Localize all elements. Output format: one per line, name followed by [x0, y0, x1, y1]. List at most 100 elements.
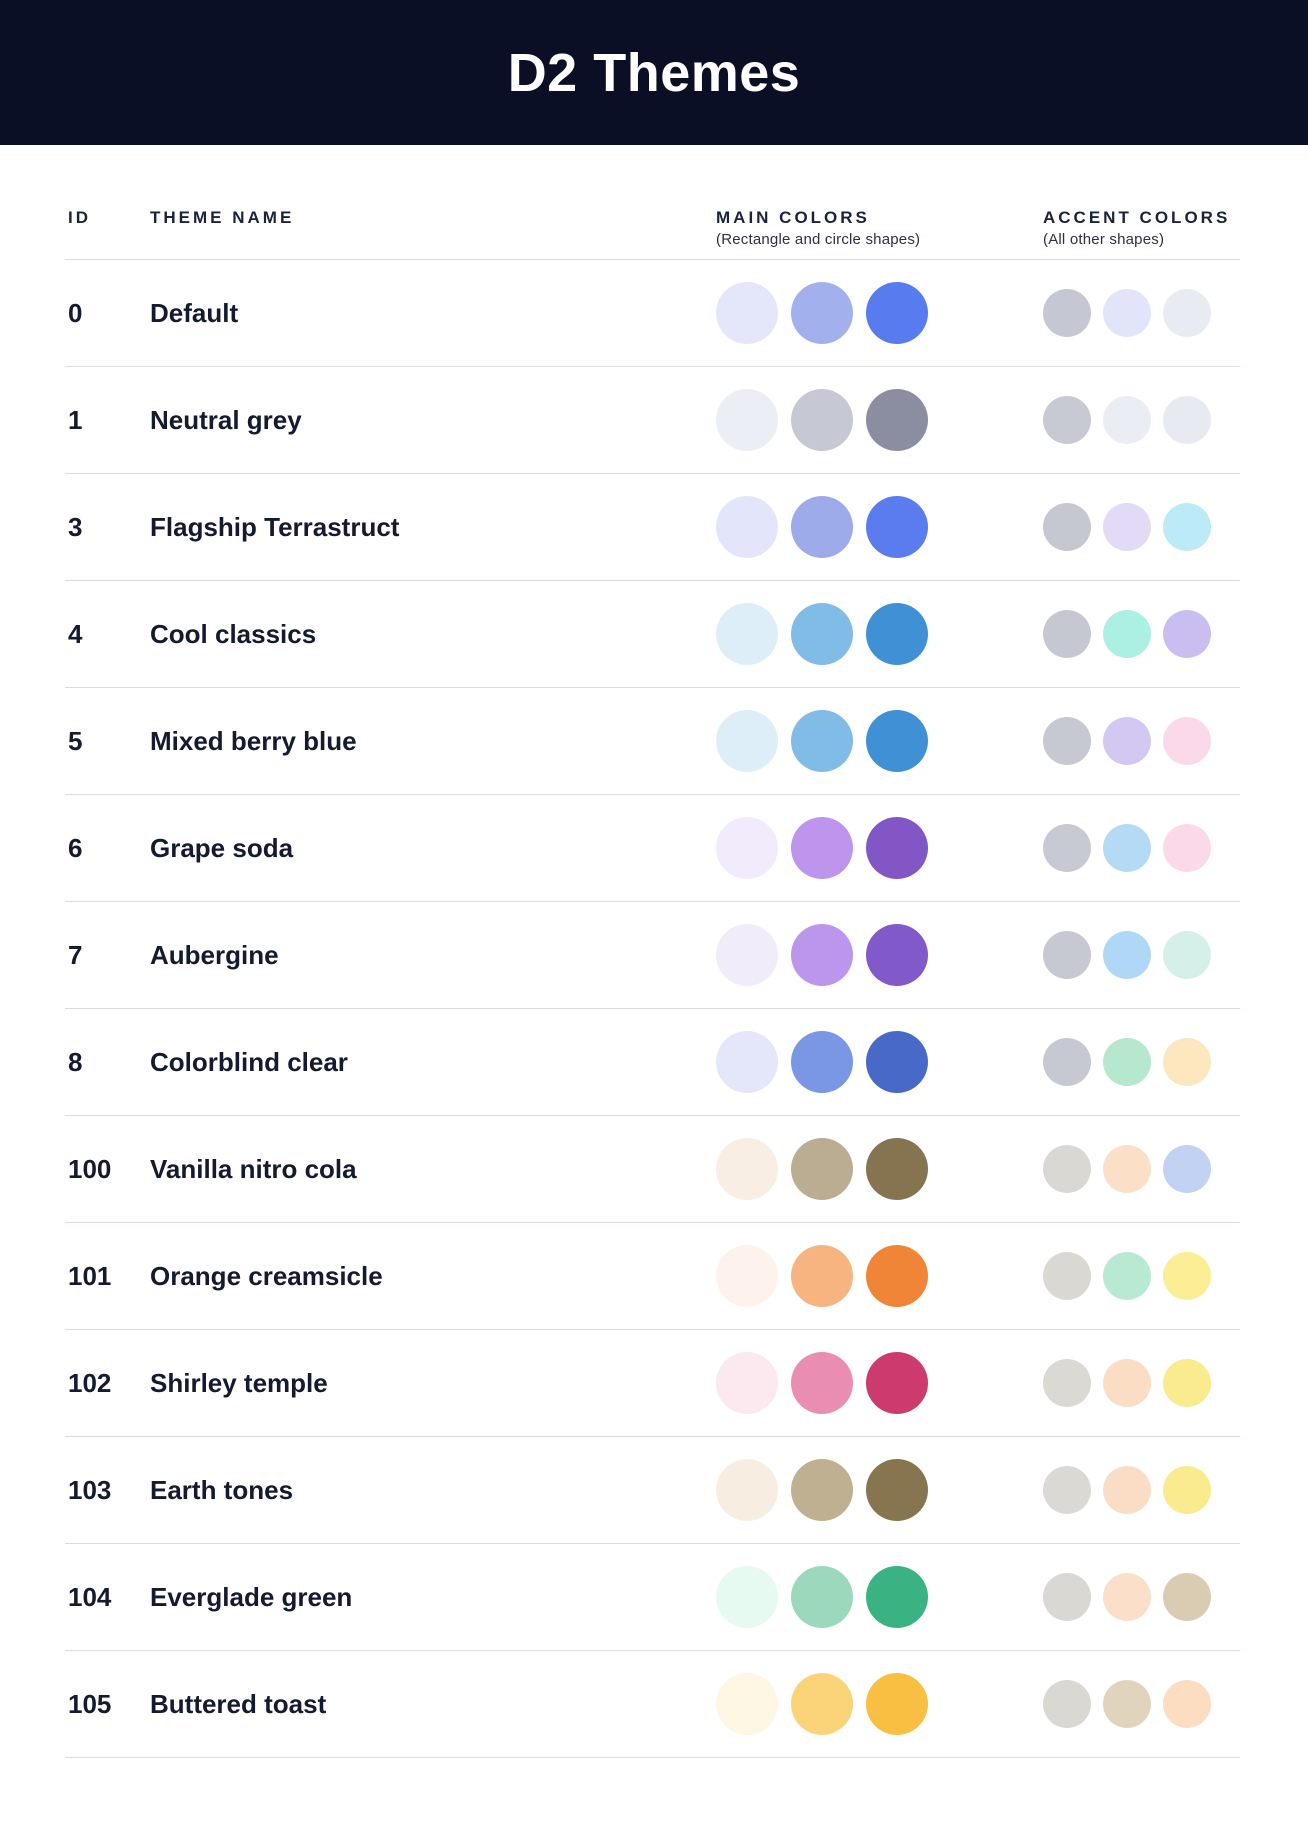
accent-color-swatch [1163, 824, 1211, 872]
main-color-swatch [866, 817, 928, 879]
accent-color-swatch [1103, 1145, 1151, 1193]
accent-color-swatch [1043, 1038, 1091, 1086]
accent-color-swatch [1103, 824, 1151, 872]
accent-color-swatch [1043, 1145, 1091, 1193]
accent-color-swatch [1163, 1145, 1211, 1193]
theme-name: Shirley temple [150, 1367, 328, 1398]
theme-id: 3 [68, 511, 83, 542]
theme-name: Mixed berry blue [150, 725, 357, 756]
main-color-swatch [716, 603, 778, 665]
accent-color-swatches [1043, 503, 1240, 551]
column-header-accent-colors: ACCENT COLORS (All other shapes) [1043, 207, 1240, 250]
table-row: 0 Default [65, 259, 1240, 366]
accent-color-swatch [1103, 1680, 1151, 1728]
main-color-swatch [791, 1245, 853, 1307]
column-header-theme-name: THEME NAME [150, 207, 716, 250]
accent-color-swatches [1043, 1038, 1240, 1086]
theme-name: Colorblind clear [150, 1046, 348, 1077]
main-color-swatch [866, 1352, 928, 1414]
main-color-swatch [716, 282, 778, 344]
accent-color-swatch [1043, 396, 1091, 444]
main-color-swatches [716, 1138, 1043, 1200]
accent-color-swatches [1043, 610, 1240, 658]
main-color-swatches [716, 924, 1043, 986]
theme-id: 1 [68, 404, 83, 435]
main-color-swatch [866, 1566, 928, 1628]
main-color-swatches [716, 1352, 1043, 1414]
accent-color-swatch [1043, 1573, 1091, 1621]
main-color-swatches [716, 496, 1043, 558]
page-title: D2 Themes [507, 42, 801, 103]
column-header-theme-name-label: THEME NAME [150, 208, 295, 227]
theme-name: Orange creamsicle [150, 1260, 383, 1291]
accent-color-swatch [1103, 503, 1151, 551]
table-row: 3 Flagship Terrastruct [65, 473, 1240, 580]
accent-color-swatch [1103, 396, 1151, 444]
table-row: 105 Buttered toast [65, 1650, 1240, 1757]
accent-color-swatch [1103, 610, 1151, 658]
table-row: 104 Everglade green [65, 1543, 1240, 1650]
theme-name: Vanilla nitro cola [150, 1153, 357, 1184]
main-color-swatch [866, 1138, 928, 1200]
theme-name: Buttered toast [150, 1688, 327, 1719]
main-color-swatch [791, 817, 853, 879]
theme-name: Flagship Terrastruct [150, 511, 400, 542]
table-row: 101 Orange creamsicle [65, 1222, 1240, 1329]
main-color-swatch [866, 282, 928, 344]
accent-color-swatch [1043, 1680, 1091, 1728]
main-color-swatch [716, 1673, 778, 1735]
main-color-swatches [716, 1566, 1043, 1628]
accent-color-swatch [1163, 1680, 1211, 1728]
main-color-swatch [791, 1138, 853, 1200]
accent-color-swatches [1043, 1252, 1240, 1300]
column-header-main-colors-label: MAIN COLORS [716, 208, 870, 227]
accent-color-swatch [1163, 717, 1211, 765]
theme-id: 0 [68, 297, 83, 328]
page-header: D2 Themes [0, 0, 1308, 145]
main-color-swatch [791, 282, 853, 344]
table-row: 8 Colorblind clear [65, 1008, 1240, 1115]
main-color-swatch [791, 1673, 853, 1735]
accent-color-swatch [1043, 717, 1091, 765]
theme-name: Aubergine [150, 939, 279, 970]
theme-id: 7 [68, 939, 83, 970]
main-color-swatches [716, 603, 1043, 665]
table-header-row: ID THEME NAME MAIN COLORS (Rectangle and… [65, 145, 1240, 259]
theme-id: 8 [68, 1046, 83, 1077]
main-color-swatch [866, 710, 928, 772]
theme-name: Earth tones [150, 1474, 294, 1505]
accent-color-swatches [1043, 1573, 1240, 1621]
theme-name: Grape soda [150, 832, 294, 863]
main-color-swatch [716, 1138, 778, 1200]
main-color-swatches [716, 1459, 1043, 1521]
accent-color-swatch [1163, 1252, 1211, 1300]
accent-color-swatch [1163, 931, 1211, 979]
accent-color-swatch [1103, 1252, 1151, 1300]
main-color-swatch [866, 1245, 928, 1307]
theme-name: Everglade green [150, 1581, 353, 1612]
main-color-swatch [866, 603, 928, 665]
main-color-swatch [791, 710, 853, 772]
accent-color-swatch [1163, 1573, 1211, 1621]
theme-id: 6 [68, 832, 83, 863]
main-color-swatches [716, 282, 1043, 344]
accent-color-swatch [1163, 610, 1211, 658]
accent-color-swatch [1043, 1466, 1091, 1514]
main-color-swatch [791, 1566, 853, 1628]
theme-id: 103 [68, 1474, 112, 1505]
table-row: 1 Neutral grey [65, 366, 1240, 473]
column-header-id-label: ID [68, 208, 91, 227]
table-row: 103 Earth tones [65, 1436, 1240, 1543]
main-color-swatches [716, 817, 1043, 879]
main-color-swatches [716, 1245, 1043, 1307]
column-header-main-colors-subtitle: (Rectangle and circle shapes) [716, 231, 921, 248]
accent-color-swatch [1103, 1359, 1151, 1407]
table-row: 5 Mixed berry blue [65, 687, 1240, 794]
main-color-swatch [791, 389, 853, 451]
theme-id: 102 [68, 1367, 112, 1398]
accent-color-swatch [1163, 1038, 1211, 1086]
accent-color-swatches [1043, 1359, 1240, 1407]
main-color-swatches [716, 1673, 1043, 1735]
accent-color-swatches [1043, 931, 1240, 979]
